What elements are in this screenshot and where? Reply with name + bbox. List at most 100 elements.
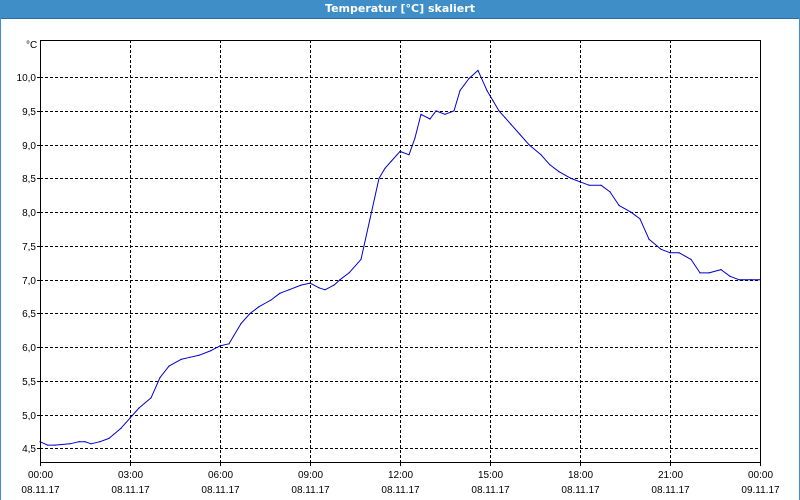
temperature-data-point (504, 117, 506, 119)
x-tick-time-label: 00:00 (748, 470, 773, 481)
plot-area-frame (40, 40, 761, 463)
window-frame-left (0, 18, 1, 500)
temperature-data-point (729, 275, 731, 277)
y-tick-label: 8,0 (22, 208, 36, 219)
temperature-data-point (699, 272, 701, 274)
y-tick-label: 6,0 (22, 343, 36, 354)
y-tick-label: 9,5 (22, 107, 36, 118)
temperature-data-point (90, 443, 92, 445)
temperature-data-point (660, 248, 662, 250)
temperature-data-point (408, 154, 410, 156)
temperature-data-point (369, 218, 371, 220)
temperature-data-point (618, 204, 620, 206)
temperature-data-point (579, 181, 581, 183)
temperature-data-point (324, 289, 326, 291)
y-tick-label: 7,5 (22, 242, 36, 253)
temperature-data-point (159, 377, 161, 379)
temperature-data-point (678, 252, 680, 254)
temperature-data-point (258, 306, 260, 308)
temperature-data-point (108, 437, 110, 439)
temperature-data-point (69, 443, 71, 445)
temperature-data-point (477, 69, 479, 71)
y-tick-label: 5,5 (22, 377, 36, 388)
y-tick-label: 9,0 (22, 141, 36, 152)
x-tick-time-label: 00:00 (28, 470, 53, 481)
x-tick-time-label: 06:00 (208, 470, 233, 481)
x-tick-date-label: 08.11.17 (111, 485, 150, 496)
temperature-data-point (309, 282, 311, 284)
temperature-data-point (429, 118, 431, 120)
temperature-data-point (210, 350, 212, 352)
temperature-data-point (189, 356, 191, 358)
temperature-data-point (396, 154, 398, 156)
temperature-data-point (468, 77, 470, 80)
temperature-data-point (639, 218, 641, 220)
temperature-data-point (198, 354, 200, 356)
temperature-data-point (648, 238, 650, 240)
temperature-data-point (453, 110, 455, 112)
x-tick-date-label: 08.11.17 (291, 485, 330, 496)
temperature-data-point (399, 150, 401, 152)
x-tick-date-label: 08.11.17 (651, 485, 690, 496)
temperature-data-point (120, 427, 122, 429)
temperature-data-point (129, 417, 131, 419)
grid-layer (40, 40, 760, 462)
y-axis-unit-label: °C (26, 40, 37, 51)
temperature-data-point (720, 269, 722, 271)
temperature-data-point (558, 171, 560, 173)
temperature-data-point (138, 407, 140, 409)
x-tick-time-label: 12:00 (388, 470, 413, 481)
temperature-data-point (435, 110, 437, 112)
temperature-data-point (249, 312, 251, 315)
temperature-data-point (630, 211, 632, 213)
y-tick-label: 6,5 (22, 309, 36, 320)
temperature-data-point (180, 358, 182, 360)
temperature-data-point (54, 444, 56, 446)
x-tick-date-label: 08.11.17 (201, 485, 240, 496)
temperature-data-point (420, 113, 422, 115)
x-tick-date-label: 08.11.17 (471, 485, 510, 496)
temperature-data-point (270, 299, 272, 301)
temperature-data-point (219, 345, 221, 347)
temperature-data-point (78, 441, 80, 443)
temperature-data-point (384, 167, 386, 169)
temperature-data-point (339, 279, 341, 281)
temperature-data-point (378, 177, 380, 179)
temperature-data-point (279, 292, 281, 294)
x-tick-date-label: 08.11.17 (381, 485, 420, 496)
x-tick-time-label: 21:00 (658, 470, 683, 481)
y-tick-label: 4,5 (22, 444, 36, 455)
temperature-data-point (669, 252, 671, 254)
temperature-data-point (549, 164, 551, 166)
temperature-data-point (459, 90, 461, 92)
temperature-data-point (390, 160, 392, 163)
x-tick-time-label: 03:00 (118, 470, 143, 481)
series-layer (39, 69, 761, 446)
temperature-data-point (609, 191, 611, 193)
chart-title: Temperatur [°C] skaliert (0, 0, 800, 19)
temperature-data-point (510, 123, 512, 125)
temperature-data-point (519, 133, 521, 136)
temperature-data-point (486, 90, 488, 92)
temperature-data-point (708, 272, 710, 274)
temperature-data-point (414, 137, 416, 139)
temperature-data-point (240, 323, 242, 325)
x-tick-layer: 00:00 08.11.17 03:00 08.11.17 06:00 08.11.17 0… (21, 462, 780, 496)
temperature-data-point (492, 100, 494, 102)
temperature-data-point (84, 441, 86, 443)
temperature-data-point (333, 284, 335, 286)
temperature-data-point (600, 184, 602, 186)
temperature-data-point (150, 397, 152, 399)
temperature-data-point (750, 279, 752, 281)
temperature-data-point (528, 144, 530, 146)
temperature-data-point (570, 177, 572, 179)
temperature-data-point (540, 154, 542, 156)
temperature-data-point (444, 113, 446, 115)
temperature-data-point (498, 110, 500, 112)
temperature-data-point (46, 444, 49, 446)
temperature-data-point (690, 258, 692, 260)
temperature-data-point (348, 272, 350, 274)
temperature-data-point (360, 258, 362, 260)
y-tick-layer: 4,5 5,0 5,5 6,0 6,5 7,0 7,5 8,0 8,5 9,0 9,5 10,0 (17, 73, 40, 455)
